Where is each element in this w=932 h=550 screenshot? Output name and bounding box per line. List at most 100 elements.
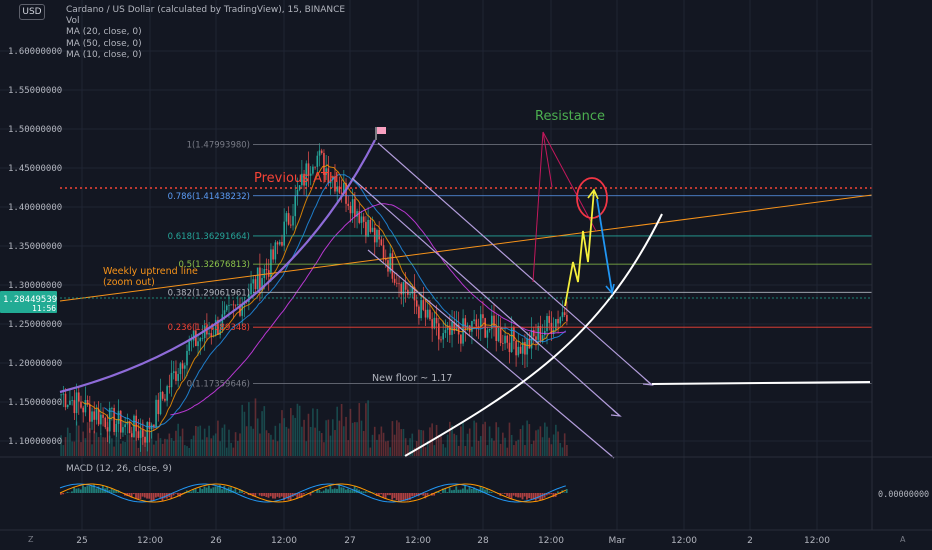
macd-histogram-bar <box>548 493 550 495</box>
volume-bar <box>93 430 96 456</box>
volume-bar <box>91 444 93 456</box>
candle-body <box>340 192 343 194</box>
macd-histogram-bar <box>79 489 82 493</box>
volume-bar <box>183 445 186 456</box>
auto-scale-button[interactable]: A <box>900 535 906 544</box>
macd-histogram-bar <box>444 488 447 493</box>
volume-bar <box>490 438 493 456</box>
volume-bar <box>484 421 486 456</box>
candle-body <box>278 241 281 245</box>
volume-bar <box>128 434 131 456</box>
candle-body <box>287 213 290 225</box>
candle-body <box>561 312 564 318</box>
volume-bar <box>320 433 323 456</box>
macd-histogram-bar <box>402 493 405 501</box>
candle-body <box>192 330 195 341</box>
macd-histogram-bar <box>453 489 455 493</box>
candle-body <box>252 279 255 284</box>
volume-bar <box>241 404 244 456</box>
macd-histogram-bar <box>66 491 69 493</box>
candle-body <box>404 282 407 290</box>
macd-histogram-bar <box>139 493 142 500</box>
macd-histogram-bar <box>216 485 219 493</box>
candle-body <box>91 411 93 422</box>
candle-body <box>435 317 438 324</box>
volume-bar <box>316 408 319 456</box>
candle-body <box>234 304 237 306</box>
volume-bar <box>301 426 303 456</box>
uptrend-label-1: Weekly uptrend line <box>103 266 198 277</box>
candle-body <box>519 346 522 354</box>
volume-bar <box>407 445 409 456</box>
macd-histogram-bar <box>263 493 266 497</box>
macd-histogram-bar <box>424 493 427 499</box>
price-tick: 1.20000000 <box>8 359 62 369</box>
candle-body <box>210 333 213 337</box>
zoom-reset-button[interactable]: Z <box>28 535 34 544</box>
volume-bar <box>347 440 350 456</box>
volume-bar <box>517 439 520 456</box>
volume-bar <box>296 403 299 456</box>
volume-bar <box>362 430 365 456</box>
macd-histogram-bar <box>110 488 113 493</box>
currency-toggle-button[interactable]: USD <box>19 4 45 20</box>
volume-bar <box>248 402 250 456</box>
volume-bar <box>318 430 321 456</box>
projection-yellow-arrowhead <box>587 188 599 200</box>
volume-bar <box>168 433 171 456</box>
candle-body <box>126 421 129 425</box>
price-tick: 1.25000000 <box>8 320 62 330</box>
volume-bar <box>278 423 281 456</box>
macd-histogram-bar <box>358 489 360 493</box>
volume-bar <box>499 443 502 456</box>
volume-bar <box>559 442 562 456</box>
volume-bar <box>442 444 445 456</box>
macd-histogram-bar <box>325 488 327 493</box>
candle-body <box>389 253 392 272</box>
support-curve <box>404 213 663 457</box>
indicator-ma10[interactable]: MA (10, close, 0) <box>66 49 142 60</box>
parabolic-curve <box>59 139 376 394</box>
macd-histogram-bar <box>285 493 288 498</box>
volume-bar <box>77 425 80 456</box>
candle-body <box>426 309 429 318</box>
indicator-ma50[interactable]: MA (50, close, 0) <box>66 38 142 49</box>
volume-bar <box>73 441 76 456</box>
volume-bar <box>212 435 215 456</box>
macd-histogram-bar <box>316 489 319 493</box>
candle-body <box>314 166 316 168</box>
volume-bar <box>544 422 546 456</box>
macd-histogram-bar <box>90 485 93 493</box>
volume-bar <box>404 438 407 456</box>
volume-bar <box>528 424 531 456</box>
macd-histogram-bar <box>563 492 566 493</box>
volume-bar <box>228 429 230 456</box>
indicator-ma20[interactable]: MA (20, close, 0) <box>66 27 142 38</box>
volume-bar <box>82 431 84 456</box>
candle-body <box>557 319 559 324</box>
chart-legend: Cardano / US Dollar (calculated by Tradi… <box>66 5 345 61</box>
volume-bar <box>526 420 528 456</box>
indicator-vol[interactable]: Vol <box>66 16 80 27</box>
macd-histogram-bar <box>159 493 162 498</box>
candle-body <box>274 242 277 260</box>
candle-body <box>504 335 506 344</box>
volume-bar <box>89 428 91 456</box>
volume-bar <box>398 422 400 456</box>
volume-bar <box>157 433 160 456</box>
candle-body <box>254 279 257 290</box>
volume-bar <box>561 447 564 456</box>
candle-body <box>517 346 520 356</box>
volume-bar <box>292 415 294 456</box>
volume-bar <box>471 446 473 456</box>
macd-histogram-bar <box>207 485 210 493</box>
volume-bar <box>201 439 204 456</box>
volume-bar <box>391 421 394 456</box>
macd-histogram-bar <box>543 493 546 498</box>
volume-bar <box>69 432 71 456</box>
macd-histogram-bar <box>362 491 365 493</box>
macd-histogram-bar <box>468 486 471 493</box>
macd-histogram-bar <box>446 492 449 493</box>
volume-bar <box>206 437 208 456</box>
